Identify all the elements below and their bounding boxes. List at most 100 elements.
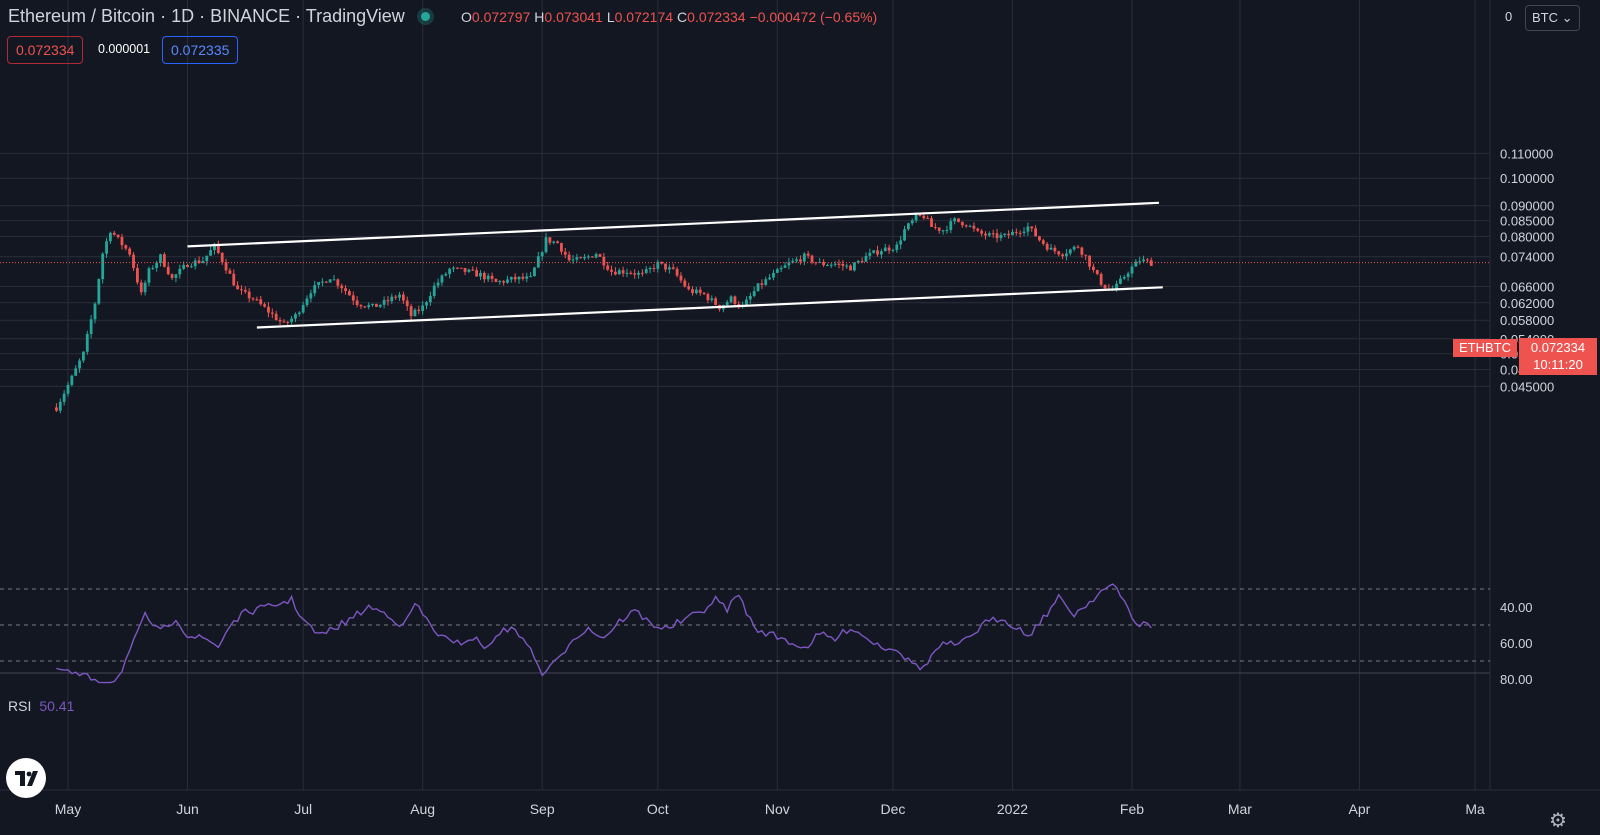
candle-body xyxy=(880,251,883,255)
candle-body xyxy=(868,252,872,256)
candle-body xyxy=(802,253,806,262)
candle-body xyxy=(317,282,320,286)
candle-body xyxy=(567,254,571,261)
candle-body xyxy=(1061,254,1064,257)
candle-body xyxy=(386,300,390,302)
candle-body xyxy=(367,305,371,308)
candle-body xyxy=(910,220,914,224)
rsi-name: RSI xyxy=(8,698,32,714)
candle-body xyxy=(876,250,879,255)
candle-body xyxy=(1149,260,1153,266)
candle-body xyxy=(139,282,143,293)
candle-body xyxy=(178,268,182,275)
candle-body xyxy=(1088,255,1091,267)
candle-body xyxy=(336,279,340,286)
candle-body xyxy=(960,221,964,226)
candle-body xyxy=(768,277,772,280)
ohlc-value: −0.000472 (−0.65%) xyxy=(749,9,878,25)
candle-body xyxy=(529,276,532,278)
candle-body xyxy=(278,320,282,322)
candle-body xyxy=(637,272,640,275)
candle-body xyxy=(903,229,906,241)
candle-body xyxy=(452,267,455,269)
candle-body xyxy=(97,279,101,304)
candle-body xyxy=(1103,284,1107,289)
candle-body xyxy=(498,281,502,283)
buy-price-button[interactable]: 0.072335 xyxy=(162,36,239,64)
time-tick-label: Nov xyxy=(765,801,790,817)
candle-body xyxy=(82,351,85,361)
candle-body xyxy=(70,375,74,385)
sell-price-button[interactable]: 0.072334 xyxy=(7,36,84,64)
candle-body xyxy=(571,259,575,261)
candle-body xyxy=(1134,261,1138,267)
candle-body xyxy=(155,262,159,268)
candle-body xyxy=(294,314,297,319)
candle-body xyxy=(799,259,802,262)
candle-body xyxy=(517,276,521,280)
candle-body xyxy=(976,228,980,231)
candle-body xyxy=(937,227,941,231)
ohlc-key: H xyxy=(534,9,545,25)
candle-body xyxy=(1038,236,1041,241)
candle-body xyxy=(540,252,544,257)
candle-body xyxy=(1003,233,1007,236)
candle-body xyxy=(425,302,428,306)
candle-body xyxy=(348,291,351,296)
candle-body xyxy=(313,285,317,294)
last-price-tag: 0.072334 10:11:20 xyxy=(1519,338,1597,375)
candle-body xyxy=(417,309,421,311)
candle-body xyxy=(664,263,667,270)
rsi-tick-label: 80.00 xyxy=(1500,672,1533,687)
price-tick-label: 0.074000 xyxy=(1500,250,1554,265)
candle-body xyxy=(486,275,490,280)
candle-body xyxy=(617,270,621,275)
time-axis-bg xyxy=(0,790,1600,835)
candle-body xyxy=(725,302,729,306)
currency-dropdown[interactable]: BTC ⌄ xyxy=(1525,5,1580,31)
candle-body xyxy=(1053,247,1057,252)
tradingview-logo[interactable] xyxy=(6,758,46,798)
candle-body xyxy=(147,268,151,283)
gear-icon[interactable]: ⚙ xyxy=(1549,810,1567,832)
candle-body xyxy=(186,264,189,268)
price-tick-label: 0.085000 xyxy=(1500,214,1554,229)
time-tick-label: Sep xyxy=(530,801,555,817)
candle-body xyxy=(85,333,89,352)
price-tick-label: 0.045000 xyxy=(1500,379,1554,394)
candle-body xyxy=(779,267,783,270)
candle-body xyxy=(849,265,852,271)
candle-body xyxy=(652,268,656,270)
candle-body xyxy=(124,245,128,249)
candle-body xyxy=(201,261,205,263)
candle-body xyxy=(679,275,683,281)
ohlc-value: 0.072174 xyxy=(614,9,674,25)
ohlc-key: L xyxy=(606,9,615,25)
candle-body xyxy=(1138,261,1142,263)
candle-body xyxy=(1084,254,1088,256)
candle-body xyxy=(197,260,201,263)
candle-body xyxy=(1034,228,1038,237)
candle-body xyxy=(552,241,556,243)
candle-body xyxy=(1099,274,1103,285)
candle-body xyxy=(216,243,220,253)
candle-body xyxy=(783,265,787,268)
candle-body xyxy=(864,255,868,262)
candle-body xyxy=(1014,231,1018,233)
candle-body xyxy=(544,237,548,253)
candle-body xyxy=(968,225,972,227)
candle-body xyxy=(629,272,633,274)
candle-body xyxy=(525,276,529,279)
candle-body xyxy=(671,267,675,269)
candle-body xyxy=(301,305,305,313)
candle-body xyxy=(371,303,374,306)
candle-body xyxy=(482,272,486,280)
candle-body xyxy=(964,225,968,227)
candle-body xyxy=(856,261,860,263)
candle-body xyxy=(521,276,525,279)
candle-body xyxy=(290,318,293,323)
candle-body xyxy=(853,262,856,271)
candle-body xyxy=(698,289,702,293)
rsi-legend[interactable]: RSI 50.41 xyxy=(8,698,74,714)
